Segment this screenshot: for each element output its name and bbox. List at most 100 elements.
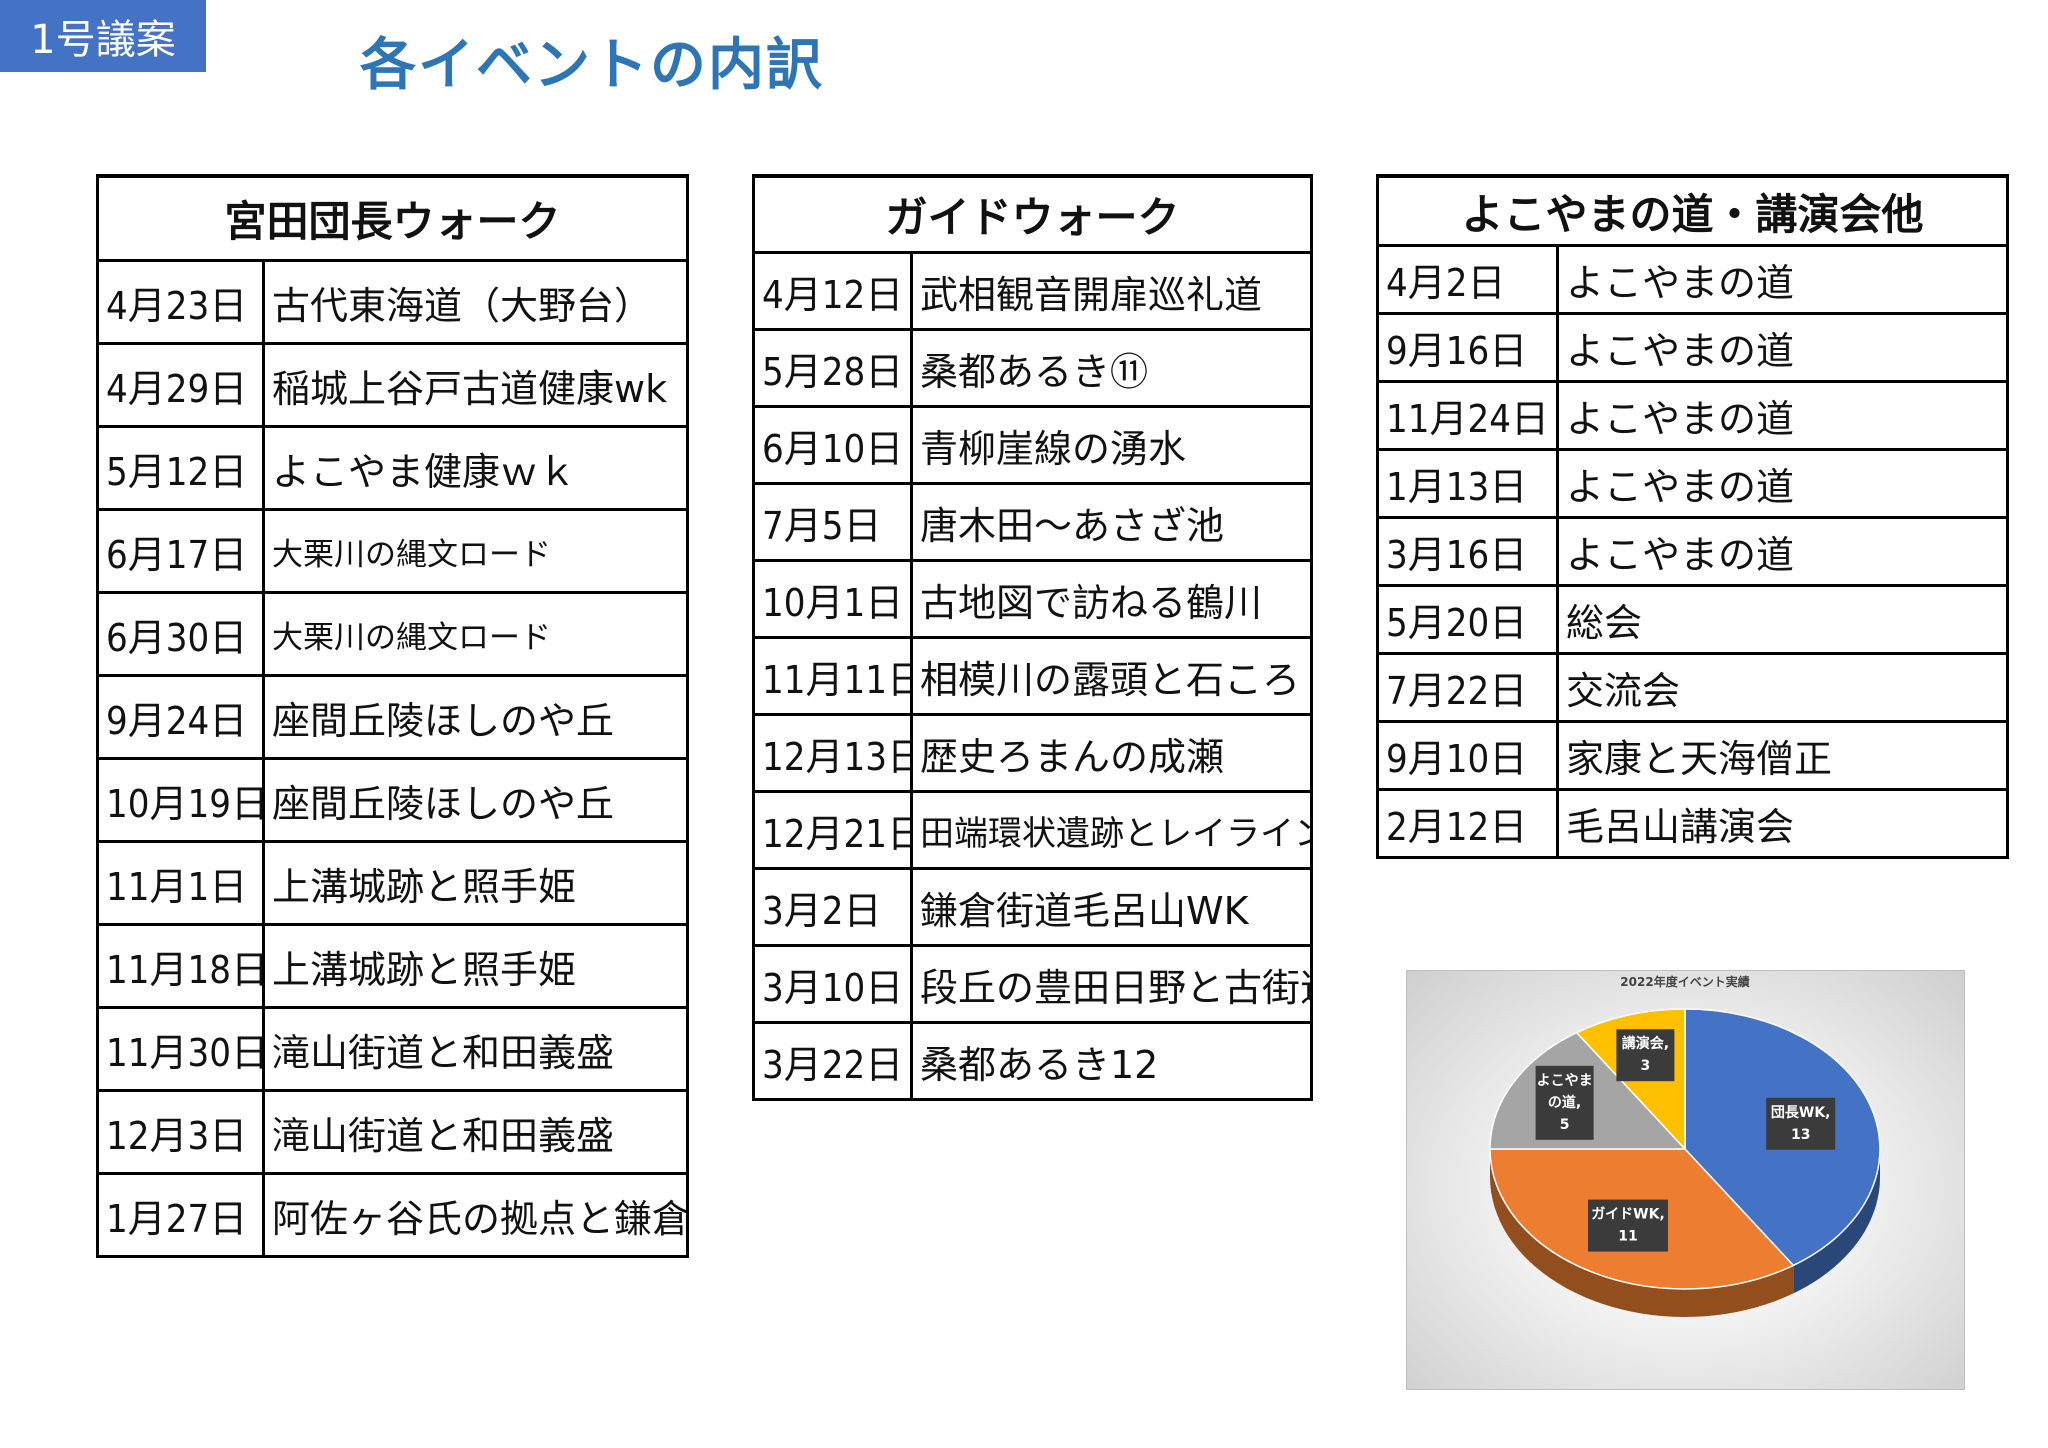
table-row: 1月13日 よこやまの道 bbox=[1376, 448, 2010, 519]
event-name: 段丘の豊田日野と古街道 bbox=[909, 944, 1314, 1024]
table-row: 9月16日 よこやまの道 bbox=[1376, 312, 2010, 383]
event-date: 6月17日 bbox=[96, 508, 265, 594]
table-row: 10月1日 古地図で訪ねる鶴川 bbox=[752, 559, 1314, 639]
table-row: 11月18日 上溝城跡と照手姫 bbox=[96, 923, 690, 1009]
event-name: 古代東海道（大野台） bbox=[261, 259, 690, 345]
table-heading: よこやまの道・講演会他 bbox=[1375, 174, 2010, 247]
event-date: 11月30日 bbox=[96, 1006, 265, 1092]
table-row: 4月2日 よこやまの道 bbox=[1376, 244, 2010, 315]
data-label: 講演会, bbox=[1622, 1035, 1669, 1052]
table-row: 2月12日 毛呂山講演会 bbox=[1376, 788, 2010, 859]
event-name: 総会 bbox=[1555, 584, 2010, 655]
event-date: 11月1日 bbox=[96, 840, 265, 926]
table-guide-walk: ガイドウォーク 4月12日 武相観音開扉巡礼道 5月28日 桑都あるき⑪ 6月10日… bbox=[751, 174, 1314, 1101]
table-row: 3月2日 鎌倉街道毛呂山WK bbox=[752, 867, 1314, 947]
event-date: 1月27日 bbox=[96, 1172, 265, 1258]
event-name: 唐木田～あさざ池 bbox=[909, 482, 1314, 562]
table-row: 5月12日 よこやま健康ｗｋ bbox=[96, 425, 690, 511]
table-row: 3月22日 桑都あるき12 bbox=[752, 1021, 1314, 1101]
event-name: 滝山街道と和田義盛 bbox=[261, 1089, 690, 1175]
table-row: 4月23日 古代東海道（大野台） bbox=[96, 259, 690, 345]
event-name: よこやまの道 bbox=[1555, 244, 2010, 315]
table-row: 4月29日 稲城上谷戸古道健康wk bbox=[96, 342, 690, 428]
event-date: 6月30日 bbox=[96, 591, 265, 677]
event-date: 12月3日 bbox=[96, 1089, 265, 1175]
event-name: 鎌倉街道毛呂山WK bbox=[909, 867, 1314, 947]
event-date: 7月22日 bbox=[1376, 652, 1559, 723]
pie-slice-side bbox=[1793, 1149, 1880, 1294]
event-name: よこやまの道 bbox=[1555, 312, 2010, 383]
event-name: 大栗川の縄文ロード bbox=[261, 591, 690, 677]
event-date: 11月24日 bbox=[1376, 380, 1559, 451]
event-date: 11月11日 bbox=[752, 636, 913, 716]
data-label: ガイドWK, bbox=[1591, 1207, 1665, 1223]
event-name: 武相観音開扉巡礼道 bbox=[909, 251, 1314, 331]
table-row: 4月12日 武相観音開扉巡礼道 bbox=[752, 251, 1314, 331]
event-date: 7月5日 bbox=[752, 482, 913, 562]
event-date: 11月18日 bbox=[96, 923, 265, 1009]
event-name: 上溝城跡と照手姫 bbox=[261, 923, 690, 1009]
pie-chart-svg: 2022年度イベント実績 団長WK, 13 ガイドWK, 11 よこやまの道, 5 講演会,… bbox=[1489, 974, 1881, 1317]
event-name: 桑都あるき12 bbox=[909, 1021, 1314, 1101]
event-name: 上溝城跡と照手姫 bbox=[261, 840, 690, 926]
event-date: 5月20日 bbox=[1376, 584, 1559, 655]
table-row: 3月10日 段丘の豊田日野と古街道 bbox=[752, 944, 1314, 1024]
table-row: 10月19日 座間丘陵ほしのや丘 bbox=[96, 757, 690, 843]
event-name: 家康と天海僧正 bbox=[1555, 720, 2010, 791]
event-date: 9月16日 bbox=[1376, 312, 1559, 383]
data-label: 団長WK, bbox=[1771, 1105, 1831, 1121]
page-title: 各イベントの内訳 bbox=[360, 33, 824, 98]
data-label: 3 bbox=[1641, 1058, 1651, 1074]
event-name: 田端環状遺跡とレイライン bbox=[909, 790, 1314, 870]
table-row: 5月28日 桑都あるき⑪ bbox=[752, 328, 1314, 408]
table-row: 11月1日 上溝城跡と照手姫 bbox=[96, 840, 690, 926]
event-date: 12月21日 bbox=[752, 790, 913, 870]
event-name: 座間丘陵ほしのや丘 bbox=[261, 674, 690, 760]
event-name: よこやまの道 bbox=[1555, 516, 2010, 587]
event-name: 毛呂山講演会 bbox=[1555, 788, 2010, 859]
event-name: 滝山街道と和田義盛 bbox=[261, 1006, 690, 1092]
event-date: 4月29日 bbox=[96, 342, 265, 428]
data-label-box bbox=[1616, 1029, 1675, 1082]
table-row: 6月30日 大栗川の縄文ロード bbox=[96, 591, 690, 677]
table-heading: 宮田団長ウォーク bbox=[95, 174, 690, 262]
event-date: 10月19日 bbox=[96, 757, 265, 843]
table-row: 11月30日 滝山街道と和田義盛 bbox=[96, 1006, 690, 1092]
event-date: 2月12日 bbox=[1376, 788, 1559, 859]
event-name: 阿佐ヶ谷氏の拠点と鎌倉道 bbox=[261, 1172, 690, 1258]
event-date: 1月13日 bbox=[1376, 448, 1559, 519]
event-date: 9月10日 bbox=[1376, 720, 1559, 791]
data-label: よこやま bbox=[1537, 1073, 1593, 1089]
chart-title: 2022年度イベント実績 bbox=[1620, 974, 1749, 989]
table-row: 12月13日 歴史ろまんの成瀬 bbox=[752, 713, 1314, 793]
event-name: 桑都あるき⑪ bbox=[909, 328, 1314, 408]
event-date: 4月12日 bbox=[752, 251, 913, 331]
event-date: 5月28日 bbox=[752, 328, 913, 408]
data-label: 5 bbox=[1560, 1117, 1570, 1133]
table-row: 12月21日 田端環状遺跡とレイライン bbox=[752, 790, 1314, 870]
event-date: 9月24日 bbox=[96, 674, 265, 760]
table-row: 7月5日 唐木田～あさざ池 bbox=[752, 482, 1314, 562]
event-date: 12月13日 bbox=[752, 713, 913, 793]
event-name: 歴史ろまんの成瀬 bbox=[909, 713, 1314, 793]
data-label-box bbox=[1766, 1097, 1836, 1150]
table-row: 3月16日 よこやまの道 bbox=[1376, 516, 2010, 587]
table-row: 9月10日 家康と天海僧正 bbox=[1376, 720, 2010, 791]
event-date: 3月10日 bbox=[752, 944, 913, 1024]
event-name: 交流会 bbox=[1555, 652, 2010, 723]
event-name: 相模川の露頭と石ころ bbox=[909, 636, 1314, 716]
table-row: 9月24日 座間丘陵ほしのや丘 bbox=[96, 674, 690, 760]
pie-slice-side bbox=[1490, 1149, 1794, 1317]
pie-chart: 2022年度イベント実績 団長WK, 13 ガイドWK, 11 よこやま の道, 5 講演会,… bbox=[1406, 970, 1965, 1390]
event-date: 10月1日 bbox=[752, 559, 913, 639]
event-date: 4月2日 bbox=[1376, 244, 1559, 315]
data-label-box bbox=[1535, 1065, 1594, 1140]
event-name: 青柳崖線の湧水 bbox=[909, 405, 1314, 485]
data-label: 13 bbox=[1791, 1127, 1810, 1143]
event-date: 3月2日 bbox=[752, 867, 913, 947]
table-row: 5月20日 総会 bbox=[1376, 584, 2010, 655]
data-label: の道, bbox=[1548, 1094, 1581, 1111]
table-row: 6月10日 青柳崖線の湧水 bbox=[752, 405, 1314, 485]
table-row: 11月11日 相模川の露頭と石ころ bbox=[752, 636, 1314, 716]
data-label-box bbox=[1588, 1199, 1668, 1252]
